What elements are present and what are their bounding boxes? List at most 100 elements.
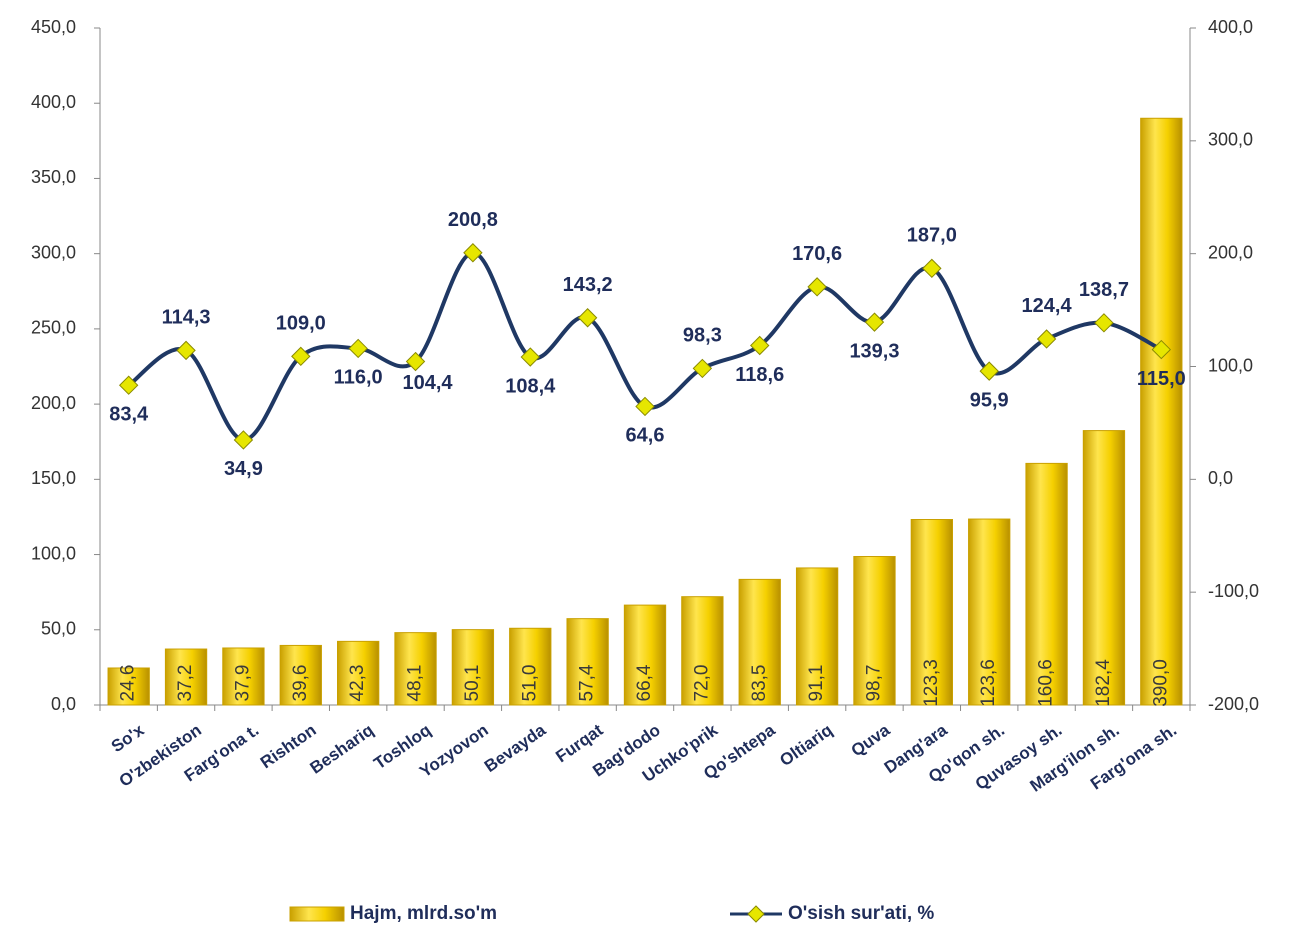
line-marker xyxy=(348,338,368,359)
bar xyxy=(107,667,150,706)
bar xyxy=(795,567,839,706)
line-marker xyxy=(118,375,139,395)
bar-label: 72,0 xyxy=(691,665,712,702)
line-marker xyxy=(1151,339,1172,360)
line-label: 114,3 xyxy=(162,307,211,329)
bar-label: 39,6 xyxy=(290,665,311,702)
bar-label: 50,1 xyxy=(462,665,483,702)
line-label: 187,0 xyxy=(907,225,957,247)
bar xyxy=(509,627,552,706)
legend-swatch xyxy=(289,906,345,922)
bar-label: 51,0 xyxy=(519,665,540,702)
line-marker xyxy=(520,347,540,367)
bar xyxy=(394,632,437,706)
line-marker xyxy=(577,308,598,328)
bar-label: 123,3 xyxy=(921,659,942,707)
line-marker xyxy=(463,243,483,263)
y-tick-label: 450,0 xyxy=(31,17,76,37)
legend-label: Hajm, mlrd.so'm xyxy=(350,903,497,924)
line-label: 143,2 xyxy=(563,274,613,296)
line-marker xyxy=(1036,329,1057,349)
bar-label: 98,7 xyxy=(863,665,884,702)
x-tick-label: Quva xyxy=(848,720,894,760)
line-marker xyxy=(979,361,999,381)
y2-tick-label: 100,0 xyxy=(1208,355,1253,375)
line-marker xyxy=(922,258,942,279)
line-label: 98,3 xyxy=(683,325,722,347)
y-tick-label: 300,0 xyxy=(31,242,76,262)
line-label: 109,0 xyxy=(276,313,326,335)
line-label: 139,3 xyxy=(849,340,899,362)
x-tick-label: Beshariq xyxy=(307,720,377,777)
y2-tick-label: 400,0 xyxy=(1208,17,1253,37)
y-tick-label: 400,0 xyxy=(31,92,76,112)
bar xyxy=(222,647,265,706)
bar xyxy=(910,519,953,706)
bar-label: 48,1 xyxy=(405,665,426,702)
line-marker xyxy=(864,312,885,332)
bar-label: 83,5 xyxy=(749,665,770,702)
bar xyxy=(853,556,896,706)
x-tick-label: Bevayda xyxy=(481,720,550,776)
line-label: 34,9 xyxy=(224,458,263,480)
line-label: 200,8 xyxy=(448,209,498,231)
bar-label: 37,9 xyxy=(232,665,253,702)
line-marker xyxy=(176,340,196,361)
line-label: 115,0 xyxy=(1137,368,1186,390)
bar-label: 182,4 xyxy=(1093,659,1114,707)
bar-label: 57,4 xyxy=(577,664,598,701)
bar-label: 37,2 xyxy=(175,665,196,702)
y-tick-label: 150,0 xyxy=(31,468,76,488)
line-marker xyxy=(233,430,254,450)
y2-tick-label: 300,0 xyxy=(1208,130,1253,150)
line-marker xyxy=(1094,313,1114,333)
bar-label: 390,0 xyxy=(1150,659,1171,707)
line-label: 138,7 xyxy=(1079,279,1129,301)
bar xyxy=(623,604,667,706)
line-label: 124,4 xyxy=(1022,295,1073,317)
y2-tick-label: 200,0 xyxy=(1208,242,1253,262)
y2-tick-label: -200,0 xyxy=(1208,694,1259,714)
line-label: 83,4 xyxy=(109,404,149,426)
bar-label: 24,6 xyxy=(118,665,139,702)
line-marker xyxy=(635,396,655,417)
bar xyxy=(164,648,208,706)
bar-label: 42,3 xyxy=(347,665,368,702)
line-marker xyxy=(807,277,827,297)
bar xyxy=(279,644,322,706)
bar xyxy=(337,640,380,706)
y2-tick-label: 0,0 xyxy=(1208,468,1233,488)
line-marker xyxy=(291,346,311,367)
bar-label: 160,6 xyxy=(1036,659,1057,707)
line-label: 64,6 xyxy=(626,425,665,447)
line-label: 170,6 xyxy=(792,243,842,265)
y-tick-label: 0,0 xyxy=(51,694,76,714)
line-label: 95,9 xyxy=(970,389,1009,411)
bar-label: 66,4 xyxy=(634,664,655,701)
line-label: 118,6 xyxy=(735,364,784,386)
bar xyxy=(1082,430,1126,706)
y2-tick-label: -100,0 xyxy=(1208,581,1259,601)
line-label: 104,4 xyxy=(402,372,453,394)
y-tick-label: 200,0 xyxy=(31,393,76,413)
bar xyxy=(968,518,1011,706)
legend-marker xyxy=(747,905,765,923)
line-label: 116,0 xyxy=(334,367,383,389)
bar xyxy=(681,596,724,706)
line-marker xyxy=(405,351,426,372)
legend-label: O'sish sur'ati, % xyxy=(788,903,934,924)
bar xyxy=(1140,117,1183,706)
bar xyxy=(738,578,781,706)
y-tick-label: 350,0 xyxy=(31,167,76,187)
bar xyxy=(1025,462,1068,706)
line-label: 108,4 xyxy=(505,375,556,397)
y-tick-label: 50,0 xyxy=(41,619,76,639)
bar xyxy=(566,618,609,706)
y-tick-label: 250,0 xyxy=(31,318,76,338)
line-marker xyxy=(692,358,713,379)
bar-label: 123,6 xyxy=(978,659,999,707)
y-tick-label: 100,0 xyxy=(31,543,76,563)
line-marker xyxy=(750,335,770,356)
bar xyxy=(451,629,495,706)
